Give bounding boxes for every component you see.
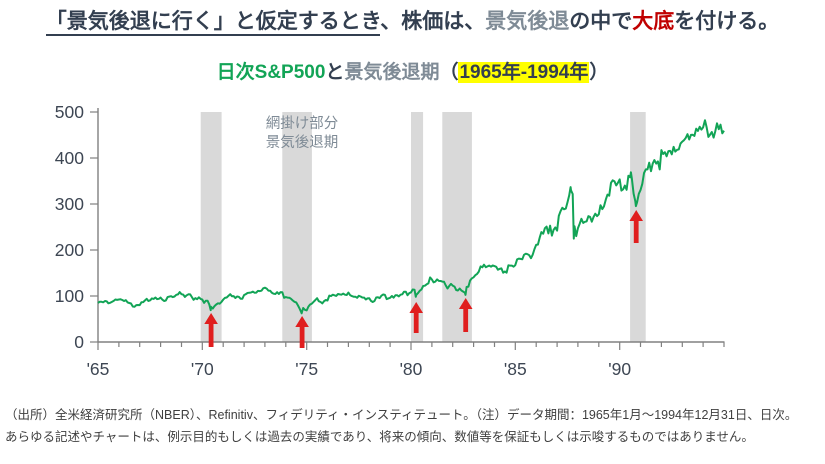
- x-tick-label: '70: [191, 359, 214, 379]
- footnote: （出所）全米経済研究所（NBER）、Refinitiv、フィデリティ・インスティ…: [5, 404, 820, 448]
- recession-band: [200, 112, 222, 342]
- shading-legend-text: 網掛け部分: [266, 115, 339, 132]
- chart-title-recession-word: 景気後退期: [344, 62, 440, 83]
- shading-legend-text: 景気後退期: [266, 134, 339, 151]
- y-tick-label: 300: [55, 194, 84, 214]
- y-tick-label: 200: [55, 240, 84, 260]
- page-title: 「景気後退に行く」と仮定するとき、株価は、景気後退の中で大底を付ける。: [0, 5, 825, 36]
- chart-title: 日次S&P500と景気後退期（1965年-1994年）: [0, 57, 825, 84]
- recession-bottom-arrow-icon: [295, 316, 309, 348]
- recession-bottom-arrow-icon: [409, 302, 423, 333]
- x-tick-label: '75: [295, 359, 318, 379]
- recession-bottom-arrow-icon: [204, 313, 218, 347]
- footnote-source-line: （出所）全米経済研究所（NBER）、Refinitiv、フィデリティ・インスティ…: [5, 408, 798, 422]
- chart-title-period-highlight: 1965年-1994年: [458, 62, 590, 83]
- title-underlined-clause: 「景気後退に行く」と仮定するとき: [45, 10, 381, 36]
- recession-bottom-arrow-icon: [629, 210, 643, 243]
- chart-title-series-name: 日次S&P500: [216, 62, 326, 83]
- x-tick-label: '80: [400, 359, 423, 379]
- recession-bottom-arrow-icon: [458, 298, 473, 332]
- x-tick-label: '65: [87, 359, 110, 379]
- title-text: 、株価は、: [380, 10, 486, 33]
- title-recession-word: 景気後退: [485, 10, 570, 33]
- title-text: の中で: [569, 10, 633, 33]
- chart-title-paren-open: （: [439, 62, 459, 83]
- x-tick-label: '85: [504, 359, 527, 379]
- y-tick-label: 400: [55, 148, 84, 168]
- chart-title-connector: と: [325, 62, 345, 83]
- y-tick-label: 100: [55, 286, 84, 306]
- title-text: を付ける。: [674, 10, 780, 33]
- y-tick-label: 0: [74, 332, 84, 352]
- chart-title-paren-close: ）: [589, 62, 609, 83]
- footnote-disclaimer-line: あらゆる記述やチャートは、例示目的もしくは過去の実績であり、将来の傾向、数値等を…: [5, 430, 754, 444]
- sp500-price-line: [97, 119, 725, 315]
- x-tick-label: '90: [608, 359, 631, 379]
- title-bottom-word: 大底: [632, 10, 675, 33]
- recession-band: [411, 112, 424, 342]
- y-tick-label: 500: [55, 102, 84, 122]
